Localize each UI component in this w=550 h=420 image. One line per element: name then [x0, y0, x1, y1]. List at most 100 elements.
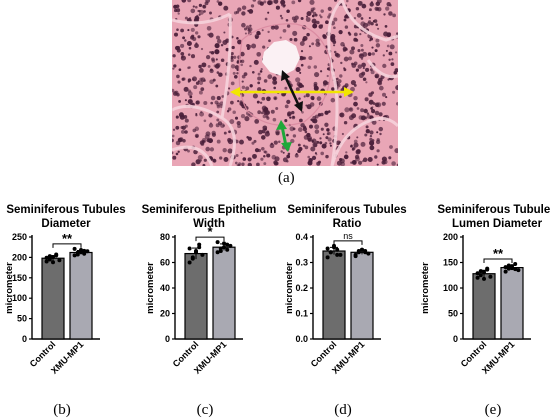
y-tick-label: 60 — [160, 258, 170, 268]
data-point — [475, 275, 480, 280]
data-point — [485, 266, 490, 271]
significance-label: ** — [493, 246, 504, 261]
chart-1: Seminiferous Tubules Diameter micrometer 0 5… — [4, 204, 126, 418]
chart-title-line-2: Diameter — [41, 218, 91, 230]
data-point — [47, 257, 52, 262]
tubule-lumen — [262, 40, 300, 76]
chart-3: Seminiferous Tubules Ratio micrometer 0.0 0.… — [284, 204, 407, 418]
panel-letter: (d) — [334, 402, 352, 418]
bar-control — [472, 273, 496, 340]
significance-label: ns — [343, 231, 353, 241]
significance-bracket — [52, 243, 82, 248]
chart-title-line-1: Seminiferous Tubules — [6, 204, 125, 216]
data-point — [82, 251, 87, 256]
y-tick-label: 0.0 — [295, 334, 308, 344]
y-tick-label: 0.3 — [295, 258, 308, 268]
data-point — [51, 260, 55, 265]
data-point — [516, 268, 521, 273]
panel-a-label: (a) — [278, 170, 295, 186]
epithelium-arrow-head-top — [281, 70, 290, 81]
data-point — [190, 256, 195, 261]
data-point — [218, 249, 223, 254]
y-tick-label: 50 — [17, 314, 27, 324]
data-point — [513, 262, 518, 267]
data-point — [44, 255, 49, 260]
chart-title-line-1: Seminiferous Tubules — [437, 204, 550, 216]
data-point — [51, 254, 55, 259]
y-tick-label: 250 — [12, 232, 27, 242]
data-point — [194, 250, 198, 255]
chart-title-line-2: Lumen Diameter — [452, 218, 543, 230]
chart-title-line-1: Seminiferous Tubules — [287, 204, 406, 216]
bar-control — [322, 250, 346, 340]
data-point — [44, 259, 49, 264]
bar-control — [184, 252, 208, 340]
data-point — [72, 246, 77, 251]
bar-xmu-mp1 — [500, 267, 524, 340]
significance-label: * — [207, 224, 213, 239]
data-point — [215, 250, 220, 255]
y-tick-label: 0 — [165, 334, 170, 344]
y-tick-label: 40 — [160, 283, 170, 293]
significance-bracket — [333, 240, 363, 245]
y-tick-label: 0.1 — [295, 309, 308, 319]
bar-xmu-mp1 — [69, 251, 93, 340]
data-point — [82, 248, 87, 253]
data-point — [85, 249, 90, 254]
data-point — [325, 255, 330, 260]
y-tick-label: 100 — [443, 283, 458, 293]
y-tick-label: 100 — [12, 293, 27, 303]
data-point — [187, 260, 192, 265]
y-axis-label: micrometer — [145, 262, 156, 314]
panel-letter: (b) — [53, 402, 71, 418]
data-point — [478, 273, 483, 278]
data-point — [513, 267, 518, 272]
data-point — [328, 250, 333, 255]
data-point — [200, 252, 205, 257]
y-tick-label: 150 — [443, 258, 458, 268]
data-point — [75, 252, 80, 257]
data-point — [79, 250, 83, 255]
lumen-arrow-head-bottom — [281, 142, 292, 152]
data-point — [506, 266, 511, 271]
data-point — [222, 241, 226, 246]
diameter-arrow-head-right — [344, 87, 354, 97]
panel-letter: (e) — [485, 402, 502, 418]
panel-letter: (c) — [197, 402, 214, 418]
significance-label: ** — [62, 231, 73, 246]
chart-4: Seminiferous Tubules Lumen Diameter microm… — [420, 204, 550, 418]
y-tick-label: 200 — [443, 232, 458, 242]
data-point — [215, 240, 220, 245]
diameter-arrow-head-left — [230, 87, 240, 97]
data-point — [54, 252, 59, 257]
data-point — [222, 245, 226, 250]
data-point — [338, 252, 343, 257]
data-point — [503, 265, 508, 270]
data-point — [47, 254, 52, 259]
data-point — [225, 242, 230, 247]
data-point — [353, 252, 358, 257]
y-tick-label: 200 — [12, 252, 27, 262]
chart-title-line-1: Seminiferous Epithelium — [142, 204, 277, 216]
epithelium-arrow-head-bottom — [294, 101, 303, 112]
data-point — [335, 252, 340, 257]
bar-control — [41, 257, 65, 340]
data-point — [482, 270, 486, 275]
y-tick-label: 150 — [12, 273, 27, 283]
data-point — [197, 242, 202, 247]
data-point — [225, 247, 230, 252]
data-point — [356, 249, 361, 254]
y-tick-label: 0.2 — [295, 283, 308, 293]
y-axis-label: micrometer — [4, 262, 15, 314]
data-point — [488, 274, 493, 279]
data-point — [506, 263, 511, 268]
data-point — [228, 243, 233, 248]
data-point — [57, 258, 62, 263]
data-point — [332, 243, 336, 248]
y-tick-label: 0.4 — [295, 232, 308, 242]
data-point — [335, 247, 340, 252]
data-point — [72, 253, 77, 258]
data-point — [325, 246, 330, 251]
significance-bracket — [195, 236, 225, 242]
